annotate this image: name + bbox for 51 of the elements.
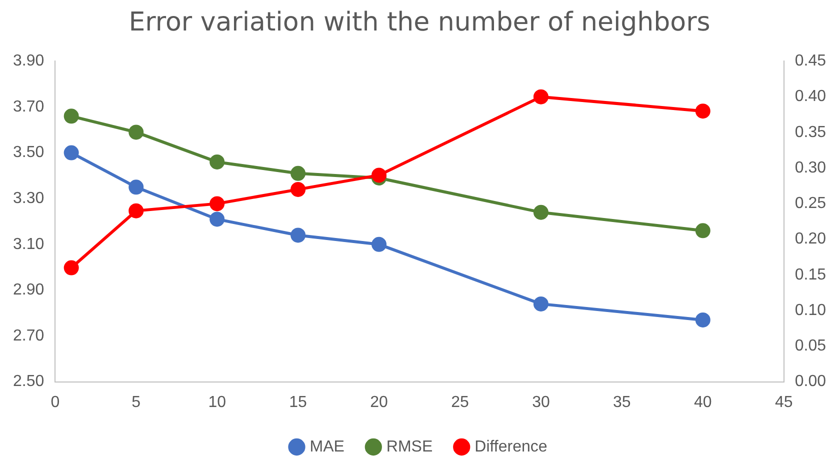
point (533, 296, 548, 312)
y2-tick-label: 0.25 (794, 195, 826, 212)
point (210, 196, 225, 212)
point (695, 312, 710, 328)
point (290, 228, 306, 243)
legend-label: Difference (474, 438, 548, 456)
point (64, 145, 79, 160)
y-tick-label: 3.10 (13, 236, 44, 253)
x-tick-label: 45 (774, 394, 793, 411)
x-tick-label: 30 (532, 394, 550, 411)
x-tick-label: 20 (370, 394, 388, 411)
point (64, 108, 79, 124)
y2-tick-label: 0.40 (794, 88, 826, 106)
x-tick-label: 0 (50, 394, 60, 411)
y2-tick-label: 0.35 (794, 124, 826, 141)
y-tick-label: 3.50 (13, 144, 44, 162)
x-tick-label: 15 (289, 394, 308, 411)
x-tick-label: 40 (694, 394, 712, 411)
point (533, 204, 548, 220)
point (64, 260, 79, 276)
point (210, 154, 225, 170)
x-tick-label: 25 (451, 394, 469, 411)
chart-title: Error variation with the number of neighbors (128, 7, 710, 38)
y2-tick-label: 0.45 (794, 52, 826, 70)
y-tick-label: 2.90 (13, 282, 44, 299)
x-tick-label: 35 (613, 394, 631, 411)
x-tick-label: 5 (132, 394, 141, 411)
point (372, 236, 387, 252)
point (128, 180, 144, 195)
point (695, 104, 710, 119)
y-tick-label: 3.70 (13, 98, 44, 116)
legend-label: MAE (310, 438, 344, 456)
x-tick-label: 10 (208, 394, 226, 411)
y2-tick-label: 0.05 (794, 338, 826, 355)
y-tick-label: 3.30 (13, 190, 44, 208)
point (533, 89, 548, 104)
point (128, 203, 144, 218)
legend-label: RMSE (386, 438, 433, 456)
y-tick-label: 2.70 (13, 327, 44, 344)
y2-tick-label: 0.00 (794, 373, 826, 390)
y-tick-label: 3.90 (13, 52, 44, 70)
point (290, 166, 306, 181)
y2-tick-label: 0.10 (794, 302, 826, 319)
point (290, 182, 306, 197)
y-tick-label: 2.50 (13, 373, 44, 390)
point (128, 124, 144, 140)
y2-tick-label: 0.20 (794, 230, 826, 248)
point (210, 212, 225, 227)
y2-tick-label: 0.15 (794, 266, 826, 284)
point (695, 223, 710, 238)
y2-tick-label: 0.30 (794, 159, 826, 176)
